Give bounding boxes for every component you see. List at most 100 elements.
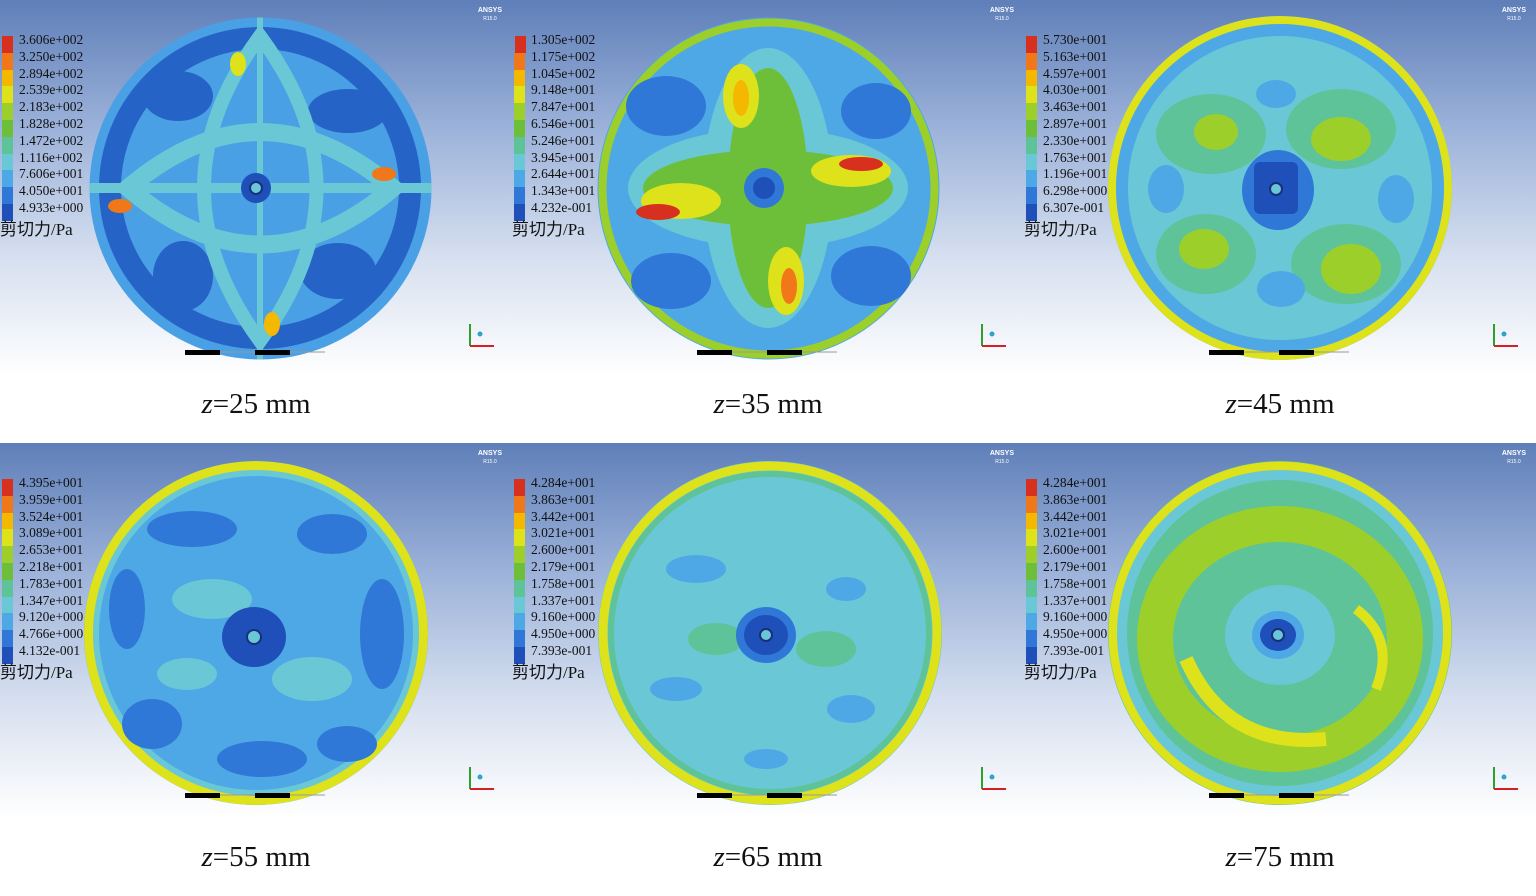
label-text: =55 mm [212, 841, 311, 873]
legend-swatch [2, 529, 13, 547]
legend-swatch [1026, 36, 1037, 53]
label-text: ANSYS [989, 450, 1014, 457]
legend-value: 1.343e+001 [531, 183, 596, 199]
label-text: =75 mm [1236, 841, 1335, 873]
legend-swatch [514, 103, 525, 120]
legend-value: 5.163e+001 [1043, 48, 1108, 64]
legend-swatch [1026, 86, 1037, 104]
legend-row: 2.539e+002 [0, 82, 120, 104]
legend-swatch [1026, 512, 1037, 530]
legend-row: 2.218e+001 [0, 558, 120, 580]
legend-row: 9.120e+000 [0, 609, 120, 631]
legend-value: 1.758e+001 [531, 575, 596, 591]
label-text: =25 mm [212, 388, 311, 420]
ansys-watermark: ANSYS R15.0 [478, 450, 502, 466]
legend-row: 2.330e+001 [1024, 133, 1144, 154]
legend-swatch [1026, 69, 1037, 87]
legend-value: 3.959e+001 [19, 491, 84, 507]
legend-unit-label: 剪切力/Pa [0, 663, 73, 682]
legend-value: 6.298e+000 [1043, 183, 1108, 199]
label-text: z [201, 388, 213, 420]
panel-caption: z=65 mm [512, 841, 1024, 874]
legend-value: 4.050e+001 [19, 183, 84, 199]
legend-swatch [1026, 52, 1037, 70]
colorbar-legend: 3.606e+002 3.250e+002 2.894e+002 2.539e+… [0, 32, 120, 221]
legend-row: 3.463e+001 [1024, 99, 1144, 120]
legend-value: 3.089e+001 [19, 525, 84, 541]
legend-row: 1.343e+001 [512, 183, 632, 204]
label-text: =45 mm [1236, 388, 1335, 420]
label-text: z [1225, 841, 1237, 873]
legend-swatch [514, 119, 525, 137]
legend-swatch [2, 495, 13, 513]
legend-row: 6.307e-001 [1024, 200, 1144, 221]
legend-value: 2.218e+001 [19, 558, 84, 574]
legend-value: 4.933e+000 [19, 199, 84, 215]
contour-panel-z45: ANSYS R15.0 5.730e+001 5.163e+001 4.597e+… [1024, 0, 1536, 420]
legend-row: 2.179e+001 [1024, 559, 1144, 580]
legend-row: 3.021e+001 [1024, 525, 1144, 547]
legend-row: 2.183e+002 [0, 99, 120, 120]
contour-panel-z75: ANSYS R15.0 4.284e+001 3.863e+001 3.442e+… [1024, 443, 1536, 873]
axis-triad-icon [1493, 767, 1518, 790]
legend-row: 3.945e+001 [512, 149, 632, 171]
legend-row: 7.393e-001 [512, 642, 632, 664]
legend-value: 1.337e+001 [531, 592, 596, 608]
legend-row: 3.606e+002 [0, 32, 120, 53]
legend-row: 6.298e+000 [1024, 183, 1144, 204]
legend-value: 3.442e+001 [1043, 508, 1108, 524]
legend-row: 3.250e+002 [0, 49, 120, 70]
panel-caption: z=45 mm [1024, 388, 1536, 421]
shear-contour-disk [1108, 461, 1452, 805]
legend-value: 2.894e+002 [19, 65, 84, 81]
legend-row: 7.606e+001 [0, 166, 120, 188]
label-text: R15.0 [483, 459, 497, 465]
legend-value: 7.606e+001 [19, 166, 84, 182]
axis-triad-icon [469, 324, 494, 347]
legend-value: 3.524e+001 [19, 508, 84, 524]
legend-row: 3.863e+001 [512, 491, 632, 513]
legend-row: 4.597e+001 [1024, 66, 1144, 87]
legend-value: 4.030e+001 [1043, 82, 1108, 98]
legend-swatch [2, 103, 13, 120]
legend-value: 9.160e+000 [1043, 609, 1108, 625]
legend-swatch [1026, 187, 1037, 204]
legend-swatch [514, 479, 525, 496]
legend-row: 7.847e+001 [512, 99, 632, 120]
ansys-watermark: ANSYS R15.0 [1502, 450, 1526, 466]
legend-swatch [514, 613, 525, 631]
legend-row: 2.897e+001 [1024, 115, 1144, 137]
legend-row: 4.950e+000 [512, 626, 632, 647]
legend-row: 5.163e+001 [1024, 48, 1144, 70]
legend-swatch [514, 170, 525, 188]
label-text: R15.0 [1507, 459, 1521, 465]
panel-caption: z=55 mm [0, 841, 512, 874]
legend-row: 1.763e+001 [1024, 150, 1144, 171]
legend-value: 2.539e+002 [19, 82, 84, 98]
legend-swatch [1026, 153, 1037, 171]
legend-value: 3.863e+001 [531, 491, 596, 507]
legend-row: 3.524e+001 [0, 508, 120, 530]
legend-swatch [2, 119, 13, 137]
legend-value: 2.897e+001 [1043, 115, 1108, 131]
legend-swatch [514, 495, 525, 513]
legend-row: 3.442e+001 [1024, 508, 1144, 530]
legend-value: 7.393e-001 [531, 642, 593, 658]
legend-row: 4.050e+001 [0, 183, 120, 204]
legend-swatch [1026, 562, 1037, 580]
label-text: R15.0 [995, 16, 1009, 22]
panel-caption: z=25 mm [0, 388, 512, 421]
contour-panel-z35: ANSYS R15.0 1.305e+002 1.175e+002 [512, 0, 1024, 420]
label-text: R15.0 [483, 16, 497, 22]
colorbar-legend: 5.730e+001 5.163e+001 4.597e+001 4.030e+… [1024, 32, 1144, 221]
label-text: z [201, 841, 213, 873]
legend-swatch [2, 613, 13, 631]
legend-swatch [514, 136, 525, 154]
legend-swatch [1026, 596, 1037, 614]
legend-row: 1.783e+001 [0, 576, 120, 597]
legend-value: 3.945e+001 [531, 149, 596, 165]
legend-swatch [514, 579, 525, 597]
legend-swatch [514, 646, 525, 664]
legend-value: 4.950e+000 [1043, 626, 1108, 642]
legend-row: 3.442e+001 [512, 509, 632, 530]
